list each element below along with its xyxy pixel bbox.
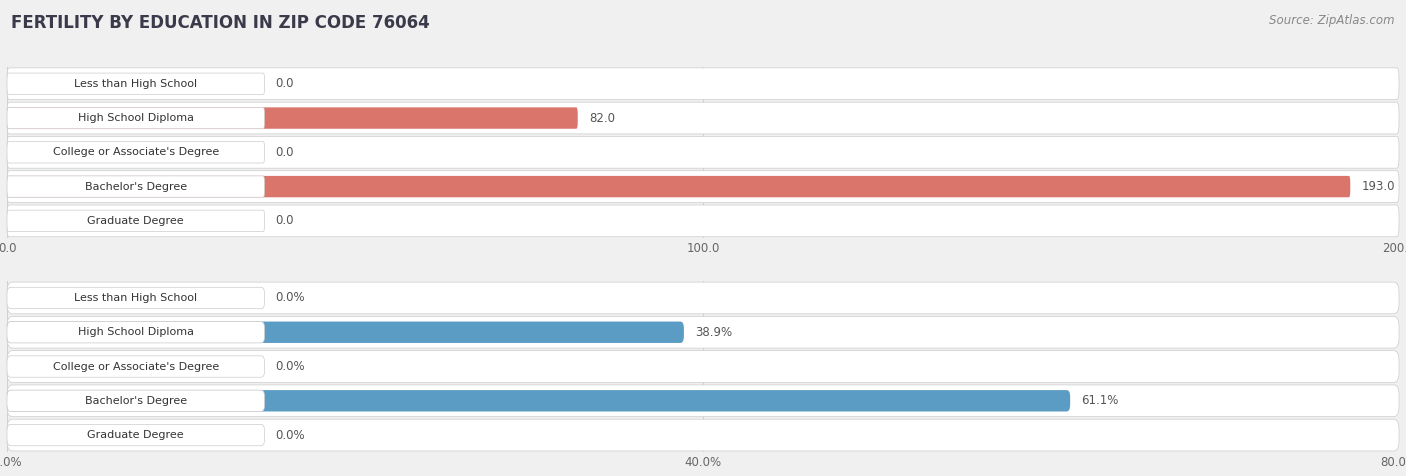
Text: 82.0: 82.0 bbox=[589, 111, 614, 125]
Text: 0.0%: 0.0% bbox=[276, 291, 305, 305]
Text: 0.0%: 0.0% bbox=[276, 428, 305, 442]
FancyBboxPatch shape bbox=[7, 210, 264, 231]
FancyBboxPatch shape bbox=[7, 142, 264, 163]
Text: 0.0: 0.0 bbox=[276, 214, 294, 228]
FancyBboxPatch shape bbox=[7, 425, 264, 446]
Text: High School Diploma: High School Diploma bbox=[77, 327, 194, 337]
FancyBboxPatch shape bbox=[7, 176, 1350, 197]
FancyBboxPatch shape bbox=[7, 288, 264, 308]
FancyBboxPatch shape bbox=[7, 322, 264, 343]
Text: 61.1%: 61.1% bbox=[1081, 394, 1119, 407]
FancyBboxPatch shape bbox=[7, 390, 264, 411]
Text: Graduate Degree: Graduate Degree bbox=[87, 430, 184, 440]
Text: 0.0: 0.0 bbox=[276, 77, 294, 90]
FancyBboxPatch shape bbox=[7, 205, 1399, 237]
FancyBboxPatch shape bbox=[7, 385, 1399, 416]
Text: Graduate Degree: Graduate Degree bbox=[87, 216, 184, 226]
Text: Source: ZipAtlas.com: Source: ZipAtlas.com bbox=[1270, 14, 1395, 27]
Text: College or Associate's Degree: College or Associate's Degree bbox=[52, 147, 219, 158]
Text: 0.0%: 0.0% bbox=[276, 360, 305, 373]
Text: Less than High School: Less than High School bbox=[75, 293, 197, 303]
Text: College or Associate's Degree: College or Associate's Degree bbox=[52, 361, 219, 372]
FancyBboxPatch shape bbox=[7, 73, 264, 94]
FancyBboxPatch shape bbox=[7, 102, 1399, 134]
Text: Less than High School: Less than High School bbox=[75, 79, 197, 89]
FancyBboxPatch shape bbox=[7, 176, 264, 197]
FancyBboxPatch shape bbox=[7, 171, 1399, 202]
Text: Bachelor's Degree: Bachelor's Degree bbox=[84, 396, 187, 406]
FancyBboxPatch shape bbox=[7, 356, 264, 377]
FancyBboxPatch shape bbox=[7, 108, 578, 129]
FancyBboxPatch shape bbox=[7, 390, 1070, 411]
Text: Bachelor's Degree: Bachelor's Degree bbox=[84, 181, 187, 192]
Text: 38.9%: 38.9% bbox=[695, 326, 733, 339]
FancyBboxPatch shape bbox=[7, 419, 1399, 451]
FancyBboxPatch shape bbox=[7, 68, 1399, 99]
FancyBboxPatch shape bbox=[7, 282, 1399, 314]
Text: 0.0: 0.0 bbox=[276, 146, 294, 159]
FancyBboxPatch shape bbox=[7, 317, 1399, 348]
Text: 193.0: 193.0 bbox=[1361, 180, 1395, 193]
FancyBboxPatch shape bbox=[7, 351, 1399, 382]
FancyBboxPatch shape bbox=[7, 322, 683, 343]
FancyBboxPatch shape bbox=[7, 108, 264, 129]
Text: High School Diploma: High School Diploma bbox=[77, 113, 194, 123]
FancyBboxPatch shape bbox=[7, 137, 1399, 168]
Text: FERTILITY BY EDUCATION IN ZIP CODE 76064: FERTILITY BY EDUCATION IN ZIP CODE 76064 bbox=[11, 14, 430, 32]
